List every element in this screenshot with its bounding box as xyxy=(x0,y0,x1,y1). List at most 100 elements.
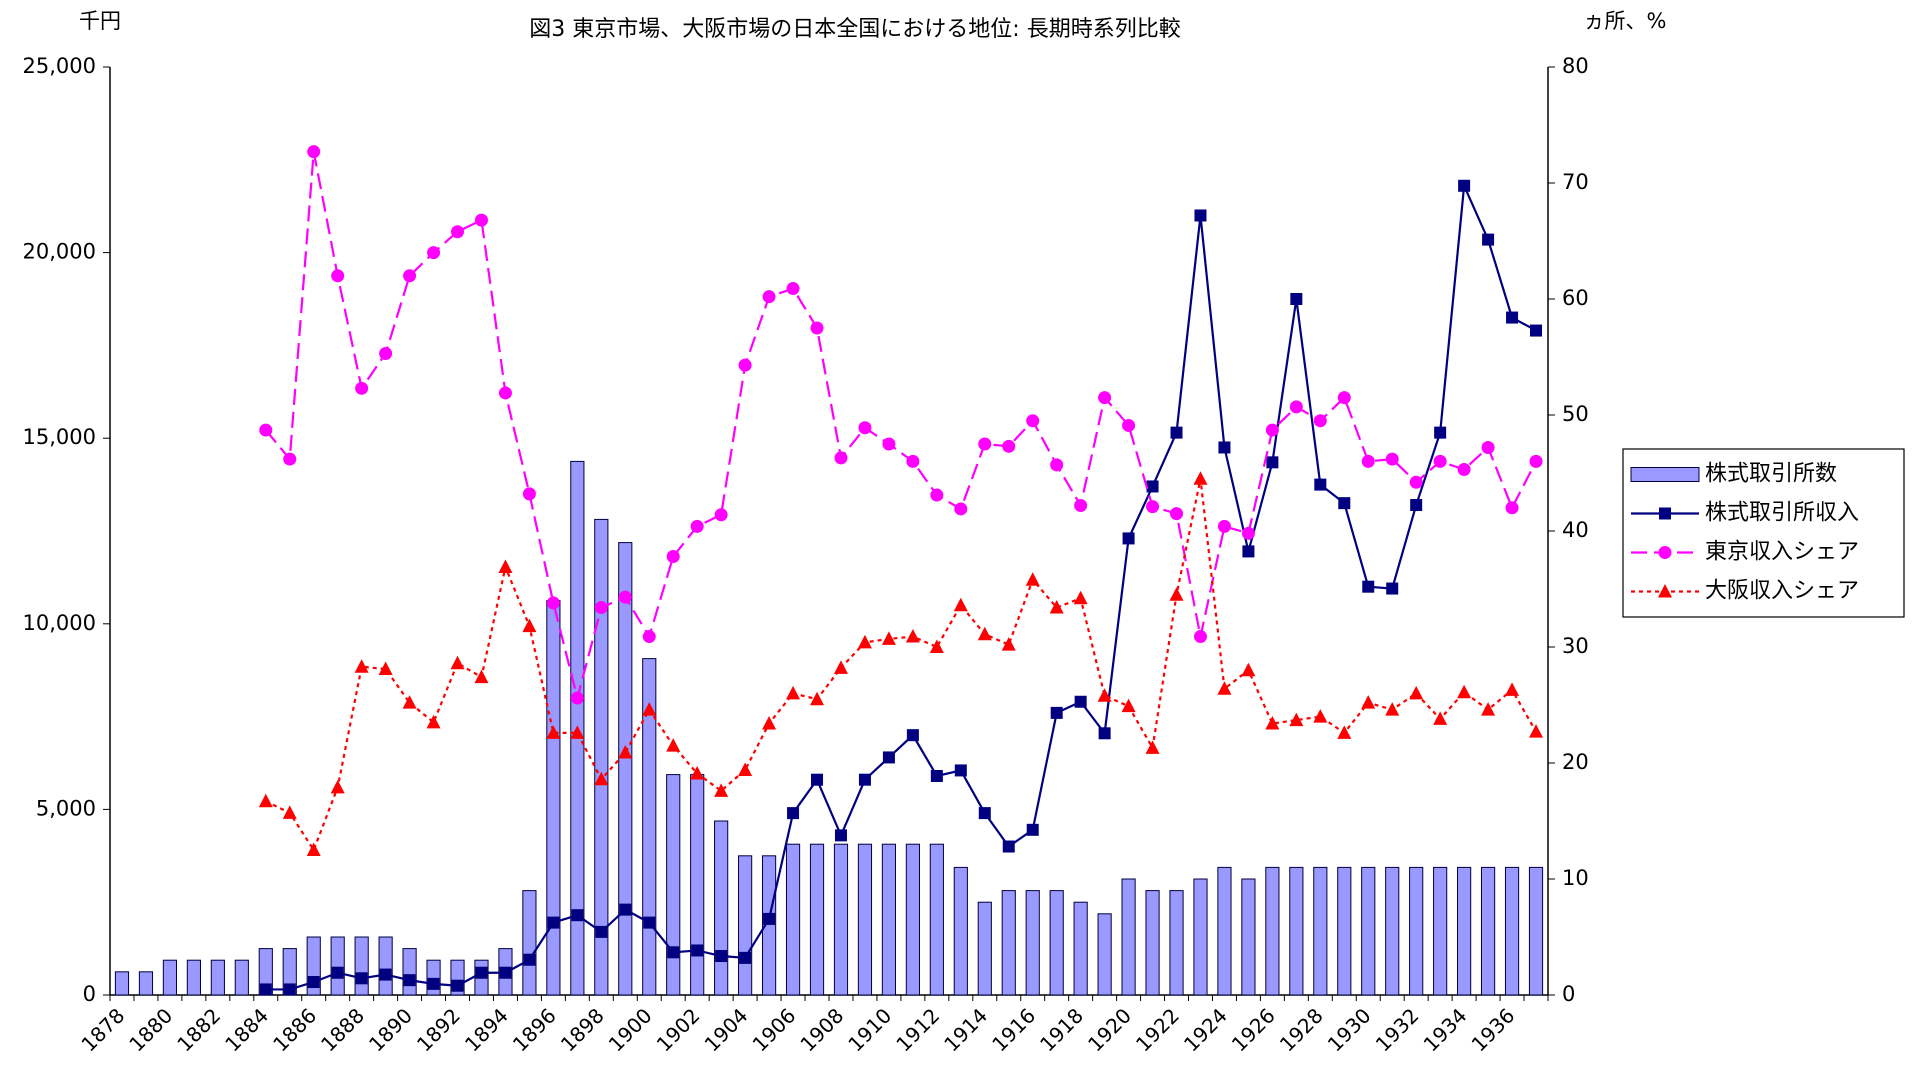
marker xyxy=(402,695,417,709)
bar xyxy=(1313,866,1328,996)
marker xyxy=(978,437,992,451)
bar xyxy=(522,890,537,996)
marker xyxy=(379,347,393,361)
marker xyxy=(451,225,465,239)
marker xyxy=(355,381,369,395)
x-tick-label: 1936 xyxy=(1467,1003,1520,1056)
y2-tick-label: 60 xyxy=(1562,286,1589,310)
x-tick-label: 1922 xyxy=(1131,1003,1184,1056)
marker xyxy=(1265,716,1280,730)
marker xyxy=(1338,497,1351,510)
marker xyxy=(666,738,681,752)
marker xyxy=(1265,423,1279,437)
x-tick-label: 1888 xyxy=(316,1003,369,1056)
marker xyxy=(1313,709,1328,723)
bar xyxy=(1265,866,1280,996)
marker xyxy=(378,661,393,676)
marker xyxy=(523,953,536,966)
x-tick-label: 1914 xyxy=(939,1003,992,1056)
marker xyxy=(522,618,537,633)
marker xyxy=(1241,526,1255,540)
marker xyxy=(786,685,801,700)
marker xyxy=(1361,695,1376,709)
marker xyxy=(954,502,968,516)
x-tick-label: 1890 xyxy=(364,1003,417,1056)
marker xyxy=(929,639,944,653)
marker xyxy=(355,972,368,985)
marker xyxy=(570,725,585,739)
marker xyxy=(715,950,728,963)
marker xyxy=(331,269,345,283)
marker xyxy=(282,805,297,819)
marker xyxy=(307,145,321,159)
bar xyxy=(1385,866,1400,996)
marker xyxy=(834,829,847,842)
marker xyxy=(810,691,825,706)
marker xyxy=(1433,711,1448,725)
y-tick-label: 25,000 xyxy=(23,54,96,78)
marker xyxy=(881,631,896,645)
marker xyxy=(906,454,920,468)
marker xyxy=(475,966,488,979)
marker xyxy=(1098,727,1111,740)
y-tick-label: 15,000 xyxy=(23,425,96,449)
x-tick-label: 1894 xyxy=(460,1003,513,1056)
marker xyxy=(571,909,584,922)
marker xyxy=(666,550,680,564)
bar xyxy=(330,936,345,996)
bar xyxy=(1073,901,1088,996)
bar xyxy=(1457,866,1472,996)
marker xyxy=(618,745,633,759)
marker xyxy=(306,842,321,856)
marker xyxy=(330,779,345,794)
y2-tick-label: 80 xyxy=(1562,54,1589,78)
marker xyxy=(882,751,895,764)
marker xyxy=(930,488,944,502)
marker xyxy=(690,765,705,780)
bar xyxy=(1480,866,1496,996)
x-tick-label: 1916 xyxy=(987,1003,1040,1056)
y2-tick-label: 10 xyxy=(1562,866,1589,890)
marker xyxy=(953,597,968,612)
marker xyxy=(594,771,609,786)
marker xyxy=(283,983,296,996)
x-tick-label: 1918 xyxy=(1035,1003,1088,1056)
x-tick-label: 1910 xyxy=(843,1003,896,1056)
marker xyxy=(1529,724,1544,738)
marker xyxy=(1170,426,1183,439)
marker xyxy=(379,968,392,981)
marker xyxy=(857,634,872,649)
marker xyxy=(1457,684,1472,699)
marker xyxy=(499,966,512,979)
marker xyxy=(1314,478,1327,491)
marker xyxy=(787,807,800,820)
marker xyxy=(1146,500,1160,514)
marker xyxy=(786,282,800,296)
marker xyxy=(954,764,967,777)
marker xyxy=(1242,545,1255,558)
marker xyxy=(570,691,584,705)
marker xyxy=(258,793,273,808)
y2-tick-label: 20 xyxy=(1562,750,1589,774)
marker xyxy=(474,669,489,684)
bar xyxy=(1361,866,1376,996)
marker xyxy=(882,437,896,451)
y-tick-label: 0 xyxy=(83,982,96,1006)
marker xyxy=(427,977,440,990)
bar xyxy=(378,936,393,996)
bar xyxy=(881,843,897,996)
x-tick-label: 1932 xyxy=(1371,1003,1424,1056)
marker xyxy=(1050,458,1064,472)
marker xyxy=(977,626,992,641)
marker xyxy=(1659,507,1671,520)
marker xyxy=(667,946,680,959)
y2-tick-label: 0 xyxy=(1562,982,1575,1006)
marker xyxy=(1074,498,1088,512)
marker xyxy=(1337,391,1351,405)
x-tick-label: 1908 xyxy=(795,1003,848,1056)
marker xyxy=(1505,501,1519,515)
x-tick-label: 1880 xyxy=(124,1003,177,1056)
bar xyxy=(1049,890,1064,996)
marker xyxy=(1482,233,1495,246)
bar xyxy=(210,959,225,996)
